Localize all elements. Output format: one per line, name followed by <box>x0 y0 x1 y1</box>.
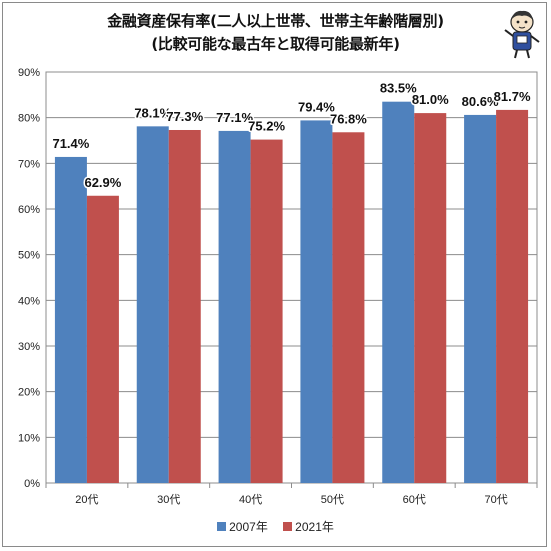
chart-subtitle: (比較可能な最古年と取得可能最新年) <box>151 35 400 53</box>
data-label: 77.1% <box>216 110 253 125</box>
y-tick-label: 30% <box>18 341 40 353</box>
plot-area <box>45 71 538 484</box>
bar <box>414 113 447 483</box>
data-label: 81.0% <box>412 92 449 107</box>
data-label: 79.4% <box>298 99 335 114</box>
legend-label-2007: 2007年 <box>229 520 268 534</box>
legend-item-2007: 2007年 <box>217 518 268 535</box>
legend: 2007年 2021年 <box>0 518 551 535</box>
data-label: 78.1% <box>134 105 171 120</box>
y-tick-label: 20% <box>18 387 40 399</box>
legend-item-2021: 2021年 <box>283 518 334 535</box>
x-tick-label: 50代 <box>321 493 344 506</box>
bar <box>332 132 365 483</box>
bar <box>250 139 283 483</box>
legend-swatch-2021 <box>283 522 293 531</box>
x-tick-label: 20代 <box>75 493 98 506</box>
bar <box>136 126 169 484</box>
bar <box>382 101 415 483</box>
x-tick-label: 30代 <box>157 493 180 506</box>
bar <box>300 120 333 483</box>
legend-label-2021: 2021年 <box>295 520 334 534</box>
bar <box>86 195 119 484</box>
data-label: 76.8% <box>330 111 367 126</box>
bar <box>464 114 497 483</box>
y-tick-label: 80% <box>18 113 40 125</box>
x-tick-label: 60代 <box>403 493 426 506</box>
y-tick-label: 10% <box>18 432 40 444</box>
bar <box>218 130 251 483</box>
data-label: 62.9% <box>84 175 121 190</box>
bar <box>168 129 201 483</box>
y-tick-label: 90% <box>18 67 40 79</box>
y-tick-label: 50% <box>18 250 40 262</box>
y-tick-label: 0% <box>24 478 40 490</box>
y-tick-label: 40% <box>18 295 40 307</box>
chart-title: 金融資産保有率(二人以上世帯、世帯主年齢階層別) <box>107 12 444 30</box>
data-label: 71.4% <box>52 136 89 151</box>
data-label: 80.6% <box>462 94 499 109</box>
legend-swatch-2007 <box>217 522 227 531</box>
bar <box>54 156 87 483</box>
x-tick-label: 70代 <box>484 493 507 506</box>
y-tick-label: 60% <box>18 204 40 216</box>
data-label: 77.3% <box>166 109 203 124</box>
data-label: 83.5% <box>380 81 417 96</box>
data-label: 81.7% <box>494 89 531 104</box>
x-tick-label: 40代 <box>239 493 262 506</box>
mascot-character-icon <box>504 10 540 59</box>
y-tick-label: 70% <box>18 158 40 170</box>
bar <box>496 109 529 484</box>
data-label: 75.2% <box>248 119 285 134</box>
